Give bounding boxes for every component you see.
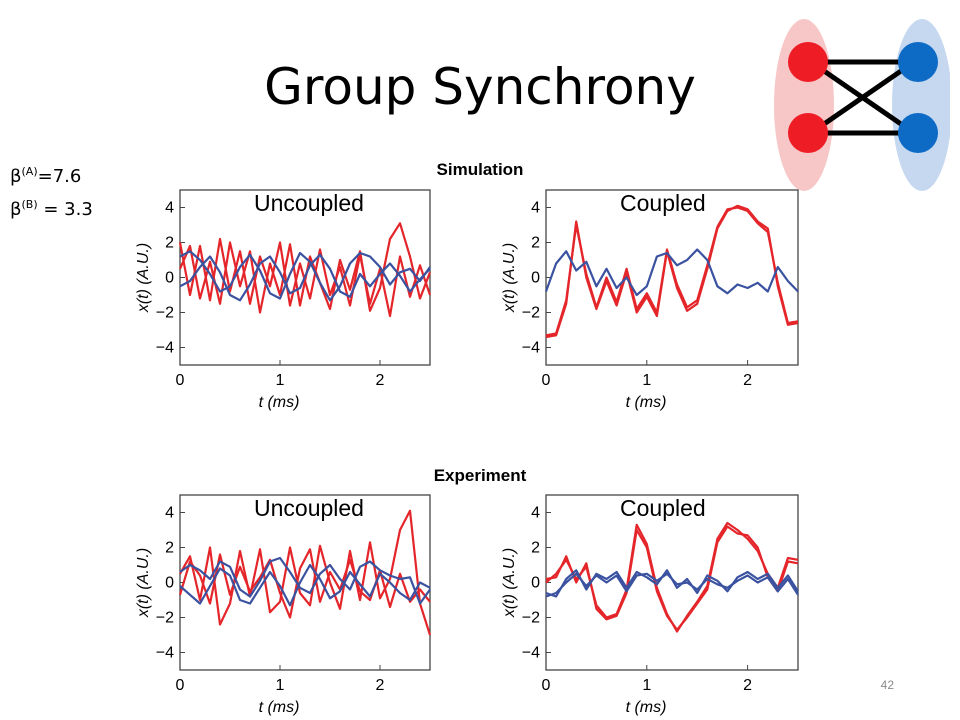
y-tick-label: −4 (156, 645, 174, 662)
beta-symbol: β (10, 199, 22, 220)
y-tick-label: −4 (156, 340, 174, 357)
x-tick-label: 1 (276, 372, 285, 389)
x-tick-label: 1 (276, 677, 285, 694)
series-line-blue-2 (544, 248, 799, 297)
y-tick-label: 0 (531, 575, 540, 592)
panel-title: Coupled (620, 495, 706, 521)
x-tick-label: 2 (743, 677, 752, 694)
y-tick-label: 4 (165, 200, 174, 217)
section-label-experiment: Experiment (433, 466, 527, 485)
y-tick-label: 0 (165, 270, 174, 287)
param-beta-b: β(B) = 3.3 (10, 191, 93, 224)
y-tick-label: 2 (165, 540, 174, 557)
param-superscript: (A) (21, 165, 38, 178)
x-axis-label: t (ms) (626, 699, 667, 716)
x-axis-label: t (ms) (259, 394, 300, 411)
y-tick-label: 4 (531, 200, 540, 217)
plot-frame (179, 494, 431, 671)
slide-number: 42 (880, 678, 894, 692)
series-line-blue-2 (179, 556, 431, 605)
y-tick-label: −2 (522, 305, 540, 322)
x-tick-label: 0 (176, 677, 185, 694)
series-line-red-1 (545, 206, 799, 337)
series-line-blue-3 (179, 563, 431, 607)
x-tick-label: 1 (642, 372, 651, 389)
param-superscript: (B) (21, 198, 38, 211)
param-beta-a: β(A)=7.6 (10, 158, 93, 191)
y-tick-label: 0 (531, 270, 540, 287)
panel-title: Uncoupled (254, 190, 364, 216)
y-tick-label: 0 (165, 575, 174, 592)
y-tick-label: 2 (531, 235, 540, 252)
y-tick-label: −2 (156, 305, 174, 322)
x-tick-label: 2 (376, 677, 385, 694)
panel-title: Uncoupled (254, 495, 364, 521)
x-axis-label: t (ms) (626, 394, 667, 411)
x-axis-label: t (ms) (259, 699, 300, 716)
series-line-blue-2 (179, 250, 431, 302)
y-axis-label: x(t) (A.U.) (135, 548, 152, 618)
node-a2 (788, 113, 828, 153)
slide-title: Group Synchrony (264, 58, 696, 116)
series-line-blue-3 (179, 253, 431, 302)
y-tick-label: 2 (531, 540, 540, 557)
x-tick-label: 0 (542, 677, 551, 694)
series-line-blue-3 (545, 572, 799, 598)
panel-title: Coupled (620, 190, 706, 216)
node-a1 (788, 42, 828, 82)
param-value: =7.6 (37, 166, 82, 187)
x-tick-label: 0 (176, 372, 185, 389)
y-tick-label: −2 (156, 610, 174, 627)
param-value: = 3.3 (37, 199, 93, 220)
node-b2 (898, 113, 938, 153)
y-tick-label: 4 (531, 505, 540, 522)
parameter-list: β(A)=7.6 β(B) = 3.3 (10, 158, 93, 224)
section-label-simulation: Simulation (436, 160, 524, 179)
x-tick-label: 2 (743, 372, 752, 389)
y-tick-label: −2 (522, 610, 540, 627)
series-line-red-1 (178, 222, 432, 314)
y-tick-label: 4 (165, 505, 174, 522)
edge (809, 59, 916, 136)
network-diagram (774, 19, 950, 191)
y-tick-label: −4 (522, 340, 540, 357)
series-line-red-1 (545, 521, 799, 633)
x-tick-label: 2 (376, 372, 385, 389)
y-tick-label: −4 (522, 645, 540, 662)
y-axis-label: x(t) (A.U.) (135, 243, 152, 313)
y-axis-label: x(t) (A.U.) (501, 243, 518, 313)
y-axis-label: x(t) (A.U.) (501, 548, 518, 618)
plot-frame (545, 189, 799, 366)
x-tick-label: 0 (542, 372, 551, 389)
y-tick-label: 2 (165, 235, 174, 252)
node-b1 (898, 42, 938, 82)
x-tick-label: 1 (642, 677, 651, 694)
beta-symbol: β (10, 166, 22, 187)
